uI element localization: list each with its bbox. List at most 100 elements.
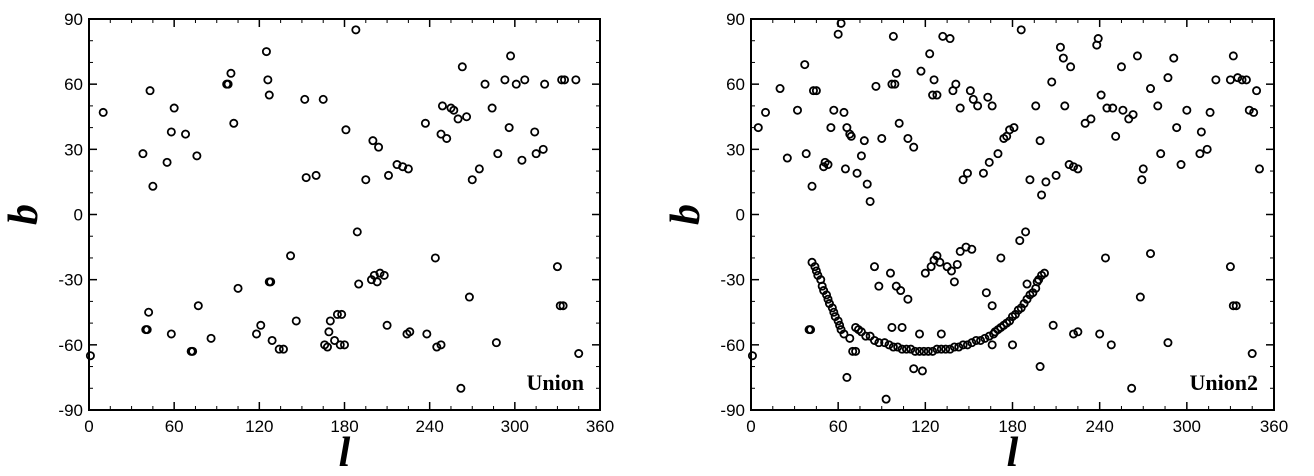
data-point	[264, 90, 274, 100]
data-point	[1172, 123, 1182, 133]
data-point	[901, 344, 911, 354]
panel-union2: 0 60 120 180 240 300 3609060300-30-60-90lbUnio…	[663, 10, 1288, 476]
data-point	[753, 123, 763, 133]
data-point	[887, 79, 897, 89]
data-point	[833, 316, 843, 326]
data-point	[442, 133, 452, 143]
data-point	[1118, 105, 1128, 115]
data-point	[925, 49, 935, 59]
data-point	[811, 86, 821, 96]
data-point	[874, 281, 884, 291]
y-tick-label: 90	[64, 10, 83, 29]
data-point	[1225, 262, 1235, 272]
data-point	[138, 149, 148, 159]
data-point	[251, 329, 261, 339]
data-point	[1225, 75, 1235, 85]
data-point	[354, 279, 364, 289]
data-point	[1022, 279, 1032, 289]
plot-frame	[88, 18, 601, 411]
data-point	[226, 68, 236, 78]
y-tick-label: -90	[720, 401, 745, 420]
data-point	[949, 277, 959, 287]
data-point	[1080, 118, 1090, 128]
data-point	[223, 79, 233, 89]
x-tick-label: 0	[84, 417, 93, 436]
data-point	[491, 338, 501, 348]
data-point	[952, 259, 962, 269]
data-point	[148, 181, 158, 191]
data-point	[1058, 53, 1068, 63]
data-point	[958, 175, 968, 185]
data-point	[1069, 162, 1079, 172]
data-point	[842, 372, 852, 382]
x-tick-label: 180	[330, 417, 358, 436]
data-point	[436, 340, 446, 350]
data-point	[1182, 105, 1192, 115]
data-point	[987, 301, 997, 311]
data-point	[1196, 127, 1206, 137]
data-point	[374, 142, 384, 152]
data-point	[906, 344, 916, 354]
data-point	[531, 149, 541, 159]
data-point	[923, 346, 933, 356]
data-point	[945, 344, 955, 354]
data-point	[877, 133, 887, 143]
data-point	[382, 320, 392, 330]
data-point	[98, 107, 108, 117]
data-point	[1138, 164, 1148, 174]
data-point	[1127, 383, 1137, 393]
data-point	[422, 329, 432, 339]
data-point	[261, 47, 271, 57]
data-point	[560, 75, 570, 85]
data-point	[368, 136, 378, 146]
x-tick-label: 180	[998, 417, 1026, 436]
data-point	[286, 251, 296, 261]
data-point	[874, 338, 884, 348]
data-point	[761, 107, 771, 117]
data-point	[792, 105, 802, 115]
data-point	[800, 60, 810, 70]
data-point	[1066, 62, 1076, 72]
data-point	[1156, 149, 1166, 159]
data-point	[941, 344, 951, 354]
data-point	[869, 262, 879, 272]
data-point	[1005, 125, 1015, 135]
data-point	[775, 84, 785, 94]
x-tick-label: 60	[165, 417, 184, 436]
data-point	[984, 331, 994, 341]
data-point	[1137, 175, 1147, 185]
data-point	[833, 29, 843, 39]
data-point	[829, 307, 839, 317]
x-tick-label: 120	[911, 417, 939, 436]
data-point	[462, 112, 472, 122]
x-tick-label: 300	[501, 417, 529, 436]
data-point	[1031, 101, 1041, 111]
data-point	[188, 346, 198, 356]
data-point	[932, 344, 942, 354]
data-point	[881, 394, 891, 404]
data-point	[1035, 136, 1045, 146]
data-point	[1108, 103, 1118, 113]
data-point	[229, 118, 239, 128]
data-point	[480, 79, 490, 89]
data-point	[1069, 329, 1079, 339]
y-tick-label: -90	[58, 401, 83, 420]
data-point	[500, 75, 510, 85]
x-tick-label: 240	[1085, 417, 1113, 436]
data-point	[301, 173, 311, 183]
panel-title: Union	[527, 370, 584, 395]
data-point	[851, 346, 861, 356]
data-point	[1233, 73, 1243, 83]
data-point	[946, 266, 956, 276]
data-point	[181, 129, 191, 139]
data-point	[449, 105, 459, 115]
data-point	[958, 340, 968, 350]
data-point	[920, 268, 930, 278]
data-point	[888, 31, 898, 41]
data-point	[993, 149, 1003, 159]
data-point	[808, 86, 818, 96]
x-tick-label: 300	[1173, 417, 1201, 436]
data-point	[145, 86, 155, 96]
data-point	[372, 277, 382, 287]
